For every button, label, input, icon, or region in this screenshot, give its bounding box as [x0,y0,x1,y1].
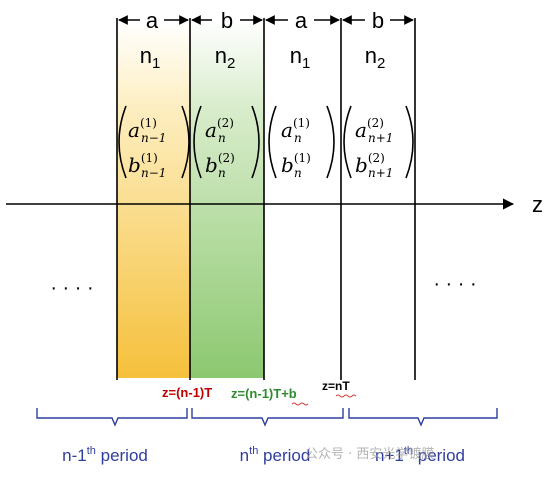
vector-bottom-entry: b(2) [205,151,235,177]
vector-bottom-entry: b(1) [128,151,158,177]
paren-left [268,105,277,179]
vector-top-entry: a(1) [281,116,310,142]
layer-index-label: n2 [365,43,386,72]
paren-right [181,105,190,179]
paren-right [405,105,414,179]
vector-top-subscript: n [294,131,302,145]
vector-parentheses [118,105,414,179]
vector-bottom-entry: b(1) [281,151,311,177]
squiggle-underline [291,402,309,406]
z-axis-label: z [532,192,543,217]
paren-left [343,105,352,179]
vector-bottom-entry: b(2) [355,151,385,177]
layer-boundaries [116,18,416,380]
period-label-curr: nth period [240,445,311,465]
period-label-prev: n-1th period [62,445,148,465]
paren-left [118,105,127,179]
vector-bottom-subscript: n+1 [368,166,393,180]
squiggle-underline [335,394,357,398]
paren-right [251,105,260,179]
period-label-next: n+1th period [375,445,465,465]
paren-left [193,105,202,179]
layer-index-label: n1 [290,43,311,72]
vector-top-entry: a(2) [355,116,384,142]
vector-top-entry: a(1) [128,116,157,142]
ellipsis-left: · · · · [50,277,93,299]
bracket-curr-period [191,408,344,427]
vector-bottom-subscript: n−1 [141,166,166,180]
boundary-label-middle: z=(n-1)T+b [231,386,297,401]
vector-top-subscript: n+1 [368,131,393,145]
layer-width-label: a [146,8,159,33]
vector-bottom-subscript: n [218,166,226,180]
ellipsis-right: · · · · [433,273,476,295]
layer-n2-curr-fill [190,20,264,378]
period-brackets [36,408,498,427]
bracket-prev-period [36,408,188,427]
paren-right [326,105,335,179]
layer-width-label: b [372,8,384,33]
watermark: 公众号 · 西安光学镀膜 [305,446,434,462]
boundary-label-right: z=nT [322,379,350,393]
boundary-label-left: z=(n-1)T [162,385,212,400]
vector-top-subscript: n [218,131,226,145]
layer-width-label: a [295,8,308,33]
bracket-next-period [348,408,498,427]
vector-bottom-subscript: n [294,166,302,180]
vector-top-subscript: n−1 [141,131,166,145]
layer-width-label: b [221,8,233,33]
layer-index-label: n2 [215,43,236,72]
layer-index-label: n1 [140,43,161,72]
vector-top-entry: a(2) [205,116,234,142]
layer-n1-prev-fill [117,20,190,378]
